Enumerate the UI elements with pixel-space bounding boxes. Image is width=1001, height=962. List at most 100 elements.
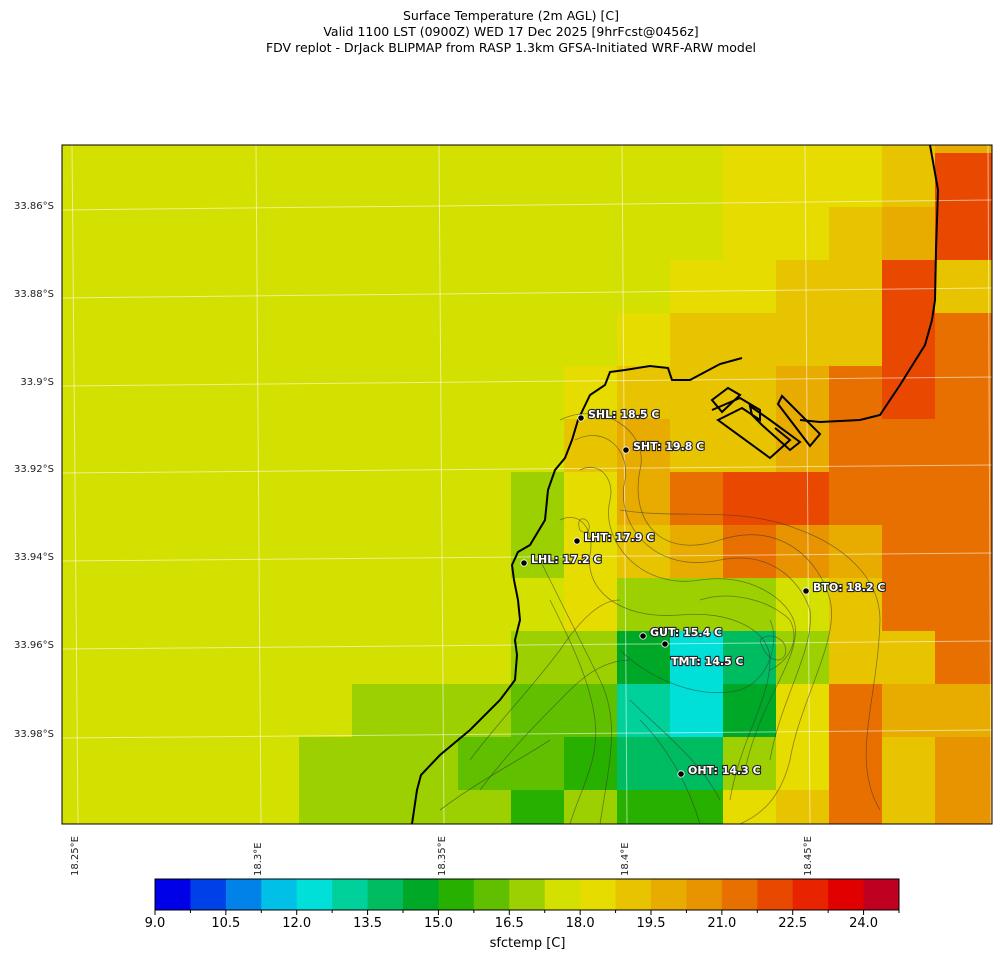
raster-cell [670, 472, 723, 525]
raster-cell [776, 260, 882, 313]
raster-cell [670, 145, 723, 153]
raster-cell [829, 366, 882, 419]
raster-cell [723, 737, 776, 790]
colorbar-tick-label: 16.5 [494, 916, 524, 931]
colorbar-bin [721, 879, 758, 910]
chart-valid-time: Valid 1100 LST (0900Z) WED 17 Dec 2025 [… [323, 24, 699, 39]
raster-cell [776, 578, 829, 631]
colorbar-bin [155, 879, 191, 910]
colorbar-tick-label: 10.5 [211, 916, 241, 931]
raster-cell [829, 525, 882, 578]
colorbar-bin [828, 879, 865, 910]
station-label: LHT: 17.9 C [584, 531, 654, 544]
raster-cell [617, 578, 776, 631]
temperature-raster [299, 145, 992, 824]
colorbar-frame [154, 878, 900, 911]
raster-cell [935, 737, 992, 790]
raster-cell [617, 525, 670, 578]
chart-title: Surface Temperature (2m AGL) [C] [402, 8, 620, 23]
raster-cell [829, 790, 882, 824]
raster-cell [617, 313, 670, 366]
raster-cell [829, 419, 992, 472]
raster-cell [882, 260, 935, 313]
raster-cell [829, 631, 935, 684]
station-dot-icon [661, 640, 669, 648]
station-label: BTO: 18.2 C [813, 581, 886, 594]
raster-cell [882, 790, 935, 824]
raster-cell [511, 684, 617, 737]
terrain-contours [439, 413, 881, 824]
station-label: LHL: 17.2 C [531, 553, 602, 566]
colorbar-bin [686, 879, 723, 910]
raster-cell [511, 631, 617, 684]
raster-cell [617, 790, 723, 824]
raster-cell [829, 737, 882, 790]
raster-cell [935, 631, 992, 684]
raster-cell [935, 313, 992, 366]
x-tick-label: 18.4°E [620, 842, 631, 876]
y-tick-label: 33.96°S [14, 640, 54, 651]
coastline [411, 145, 940, 824]
raster-cell [352, 684, 511, 737]
raster-cell [564, 790, 617, 824]
raster-cell [776, 684, 829, 737]
chart-source: FDV replot - DrJack BLIPMAP from RASP 1.… [265, 40, 757, 55]
raster-cell [723, 790, 776, 824]
raster-cell [564, 578, 617, 631]
raster-cell [882, 366, 935, 419]
colorbar-bin [473, 879, 510, 910]
colorbar-bin [332, 879, 369, 910]
raster-cell [670, 525, 723, 578]
raster-cell [829, 207, 882, 260]
raster-cell [723, 472, 829, 525]
y-tick-label: 33.98°S [14, 729, 54, 740]
colorbar-bin [863, 879, 900, 910]
colorbar-bin [580, 879, 617, 910]
raster-cell [776, 366, 829, 419]
raster-cell [882, 684, 992, 737]
raster-cell [670, 684, 723, 737]
y-tick-label: 33.92°S [14, 464, 54, 475]
raster-cell [935, 207, 992, 260]
raster-cell [882, 145, 935, 153]
colorbar-ticks [154, 910, 900, 915]
colorbar-tick-label: 24.0 [849, 916, 879, 931]
colorbar [155, 879, 900, 910]
station-dot-icon [677, 770, 685, 778]
raster-cell [829, 578, 882, 631]
raster-cell [670, 260, 776, 313]
colorbar-tick-label: 22.5 [778, 916, 808, 931]
raster-cell [299, 737, 458, 790]
station-label: GUT: 15.4 C [650, 626, 722, 639]
raster-cell [670, 313, 882, 366]
raster-cell [723, 145, 882, 153]
station-label: SHL: 18.5 C [588, 408, 659, 421]
raster-cell [564, 737, 617, 790]
colorbar-bin [261, 879, 298, 910]
raster-cell [617, 737, 723, 790]
colorbar-bin [792, 879, 829, 910]
colorbar-tick-label: 19.5 [636, 916, 666, 931]
raster-cell [723, 153, 882, 207]
raster-cell [829, 684, 882, 737]
raster-cell [723, 207, 829, 260]
raster-cell [935, 790, 992, 824]
colorbar-tick-label: 12.0 [282, 916, 312, 931]
raster-cell [723, 525, 776, 578]
colorbar-tick-label: 18.0 [565, 916, 595, 931]
raster-cell [617, 366, 776, 419]
colorbar-tick-label: 15.0 [423, 916, 453, 931]
colorbar-bin [509, 879, 546, 910]
raster-cell [882, 525, 992, 578]
raster-cell [935, 153, 992, 207]
station-label: OHT: 14.3 C [688, 764, 761, 777]
raster-cell [882, 578, 992, 631]
colorbar-bin [403, 879, 439, 910]
station-dot-icon [802, 587, 810, 595]
station-label: TMT: 14.5 C [671, 655, 744, 668]
station-dot-icon [573, 537, 581, 545]
raster-cell [829, 472, 992, 525]
x-tick-label: 18.25°E [70, 836, 81, 876]
colorbar-bin [651, 879, 687, 910]
